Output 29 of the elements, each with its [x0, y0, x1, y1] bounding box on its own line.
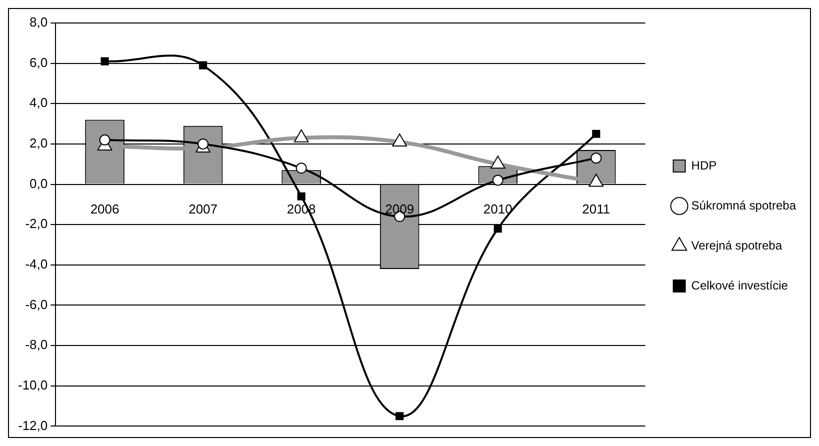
- y-tick-label: -2,0: [25, 216, 48, 232]
- legend-label: Verejná spotreba: [691, 238, 782, 252]
- y-tick-label: 8,0: [30, 14, 48, 30]
- y-tick-label: -8,0: [25, 337, 48, 352]
- point: [100, 57, 109, 66]
- y-tick-label: -4,0: [25, 256, 48, 272]
- x-tick-label: 2011: [582, 202, 610, 217]
- point: [396, 412, 404, 420]
- y-tick-label: 6,0: [30, 54, 48, 70]
- point: [99, 134, 110, 146]
- point: [198, 138, 209, 150]
- y-tick-label: -12,0: [18, 418, 48, 433]
- x-tick-label: 2006: [90, 202, 120, 217]
- point: [199, 61, 208, 70]
- y-tick-label: -6,0: [25, 296, 48, 312]
- y-tick-label: -10,0: [18, 377, 48, 392]
- y-tick-label: 0,0: [30, 176, 48, 191]
- y-tick-label: 2,0: [30, 136, 48, 151]
- point: [590, 152, 602, 164]
- point: [297, 192, 306, 200]
- x-tick-label: 2007: [188, 202, 218, 217]
- legend-label: Súkromná spotreba: [691, 198, 796, 212]
- legend-label: Celkové investície: [691, 278, 788, 292]
- y-tick-label: 4,0: [30, 95, 48, 110]
- legend-label: HDP: [691, 158, 717, 172]
- x-tick-label: 2009: [385, 202, 414, 217]
- point: [592, 130, 600, 138]
- point: [494, 224, 502, 233]
- point: [296, 162, 307, 174]
